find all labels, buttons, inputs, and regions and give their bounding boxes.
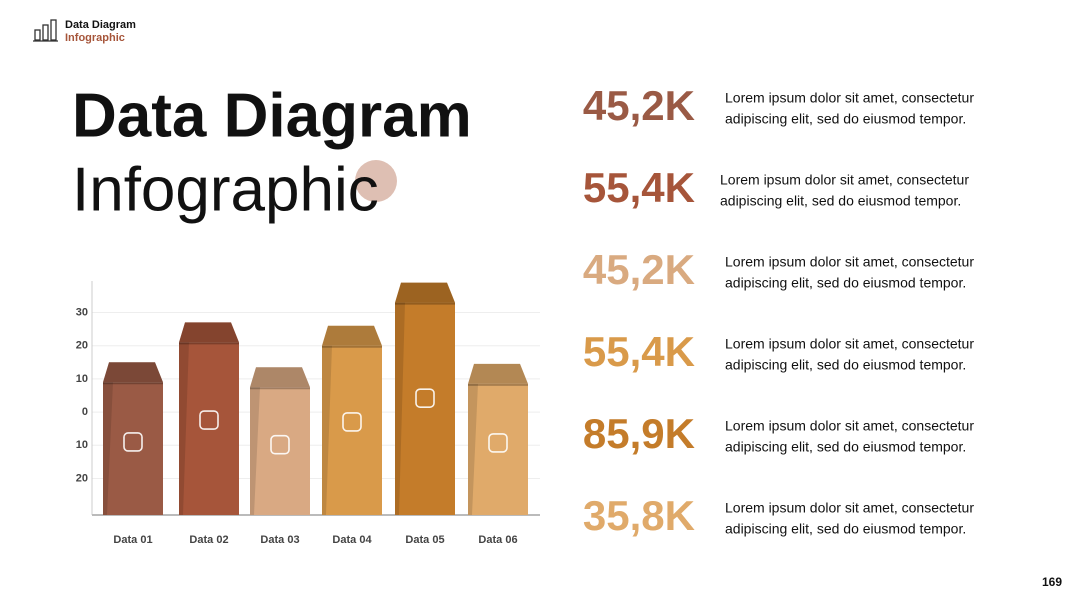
x-tick-label: Data 04: [332, 534, 372, 546]
bar-cap-shade: [103, 362, 163, 383]
stat-description: adipiscing elit, sed do eiusmod tempor.: [725, 357, 966, 373]
bar-cap: [468, 363, 528, 384]
y-tick-label: 20: [76, 340, 88, 352]
title: Data Diagram: [72, 81, 472, 150]
stat-value: 55,4K: [583, 164, 695, 211]
stat-description: Lorem ipsum dolor sit amet, consectetur: [725, 254, 974, 270]
bar-cap-shade: [250, 367, 310, 388]
stat-description: Lorem ipsum dolor sit amet, consectetur: [725, 418, 974, 434]
bar-icon: [270, 434, 290, 455]
bar-cap: [322, 325, 382, 346]
stat-description: Lorem ipsum dolor sit amet, consectetur: [725, 90, 974, 106]
bar-cap: [250, 367, 310, 388]
y-tick-label: 0: [82, 406, 88, 418]
stat-description: adipiscing elit, sed do eiusmod tempor.: [725, 521, 966, 537]
bar-cap: [103, 362, 163, 383]
x-tick-label: Data 02: [189, 534, 228, 546]
bar-icon: [488, 433, 508, 453]
header-subtitle: Infographic: [65, 32, 125, 44]
stat-description: adipiscing elit, sed do eiusmod tempor.: [725, 439, 966, 455]
bar: [468, 383, 528, 515]
x-tick-label: Data 01: [113, 534, 152, 546]
header-title: Data Diagram: [65, 19, 136, 31]
bar-cap-shade: [322, 325, 382, 346]
bar-side-shade: [103, 382, 113, 515]
subtitle: Infographic: [72, 155, 379, 224]
bar-icon: [123, 432, 143, 452]
bar-icon: [199, 410, 219, 430]
stat-description: adipiscing elit, sed do eiusmod tempor.: [725, 275, 966, 291]
stat-value: 35,8K: [583, 492, 695, 539]
bar-cap-shade: [179, 322, 239, 343]
x-tick-label: Data 05: [405, 534, 444, 546]
bar-side-shade: [179, 342, 189, 515]
header-icon: [33, 19, 58, 42]
bar: [103, 382, 163, 515]
bar-cap-shade: [395, 282, 455, 303]
bar: [395, 302, 455, 515]
stat-value: 85,9K: [583, 410, 695, 457]
x-tick-label: Data 03: [260, 534, 299, 546]
stat-description: Lorem ipsum dolor sit amet, consectetur: [725, 500, 974, 516]
y-tick-label: 30: [76, 306, 88, 318]
bar-icon: [342, 412, 362, 432]
bar-side-shade: [250, 387, 260, 515]
stat-description: Lorem ipsum dolor sit amet, consectetur: [720, 172, 969, 188]
bar: [250, 387, 310, 515]
stat-description: Lorem ipsum dolor sit amet, consectetur: [725, 336, 974, 352]
decor-circle: [355, 160, 397, 202]
stat-value: 45,2K: [583, 82, 695, 129]
y-tick-label: 20: [76, 472, 88, 484]
bar-cap-shade: [468, 363, 528, 384]
stat-description: adipiscing elit, sed do eiusmod tempor.: [720, 193, 961, 209]
bar-cap: [395, 282, 455, 303]
bar-side-shade: [322, 345, 332, 515]
bar-cap: [179, 322, 239, 343]
bar-side-shade: [395, 302, 405, 515]
stat-description: adipiscing elit, sed do eiusmod tempor.: [725, 111, 966, 127]
y-tick-label: 10: [76, 373, 88, 385]
stat-value: 55,4K: [583, 328, 695, 375]
x-tick-label: Data 06: [478, 534, 517, 546]
bar-icon: [415, 388, 435, 408]
bar-side-shade: [468, 383, 478, 515]
page-number: 169: [1042, 575, 1062, 589]
stat-value: 45,2K: [583, 246, 695, 293]
y-tick-label: 10: [76, 439, 88, 451]
